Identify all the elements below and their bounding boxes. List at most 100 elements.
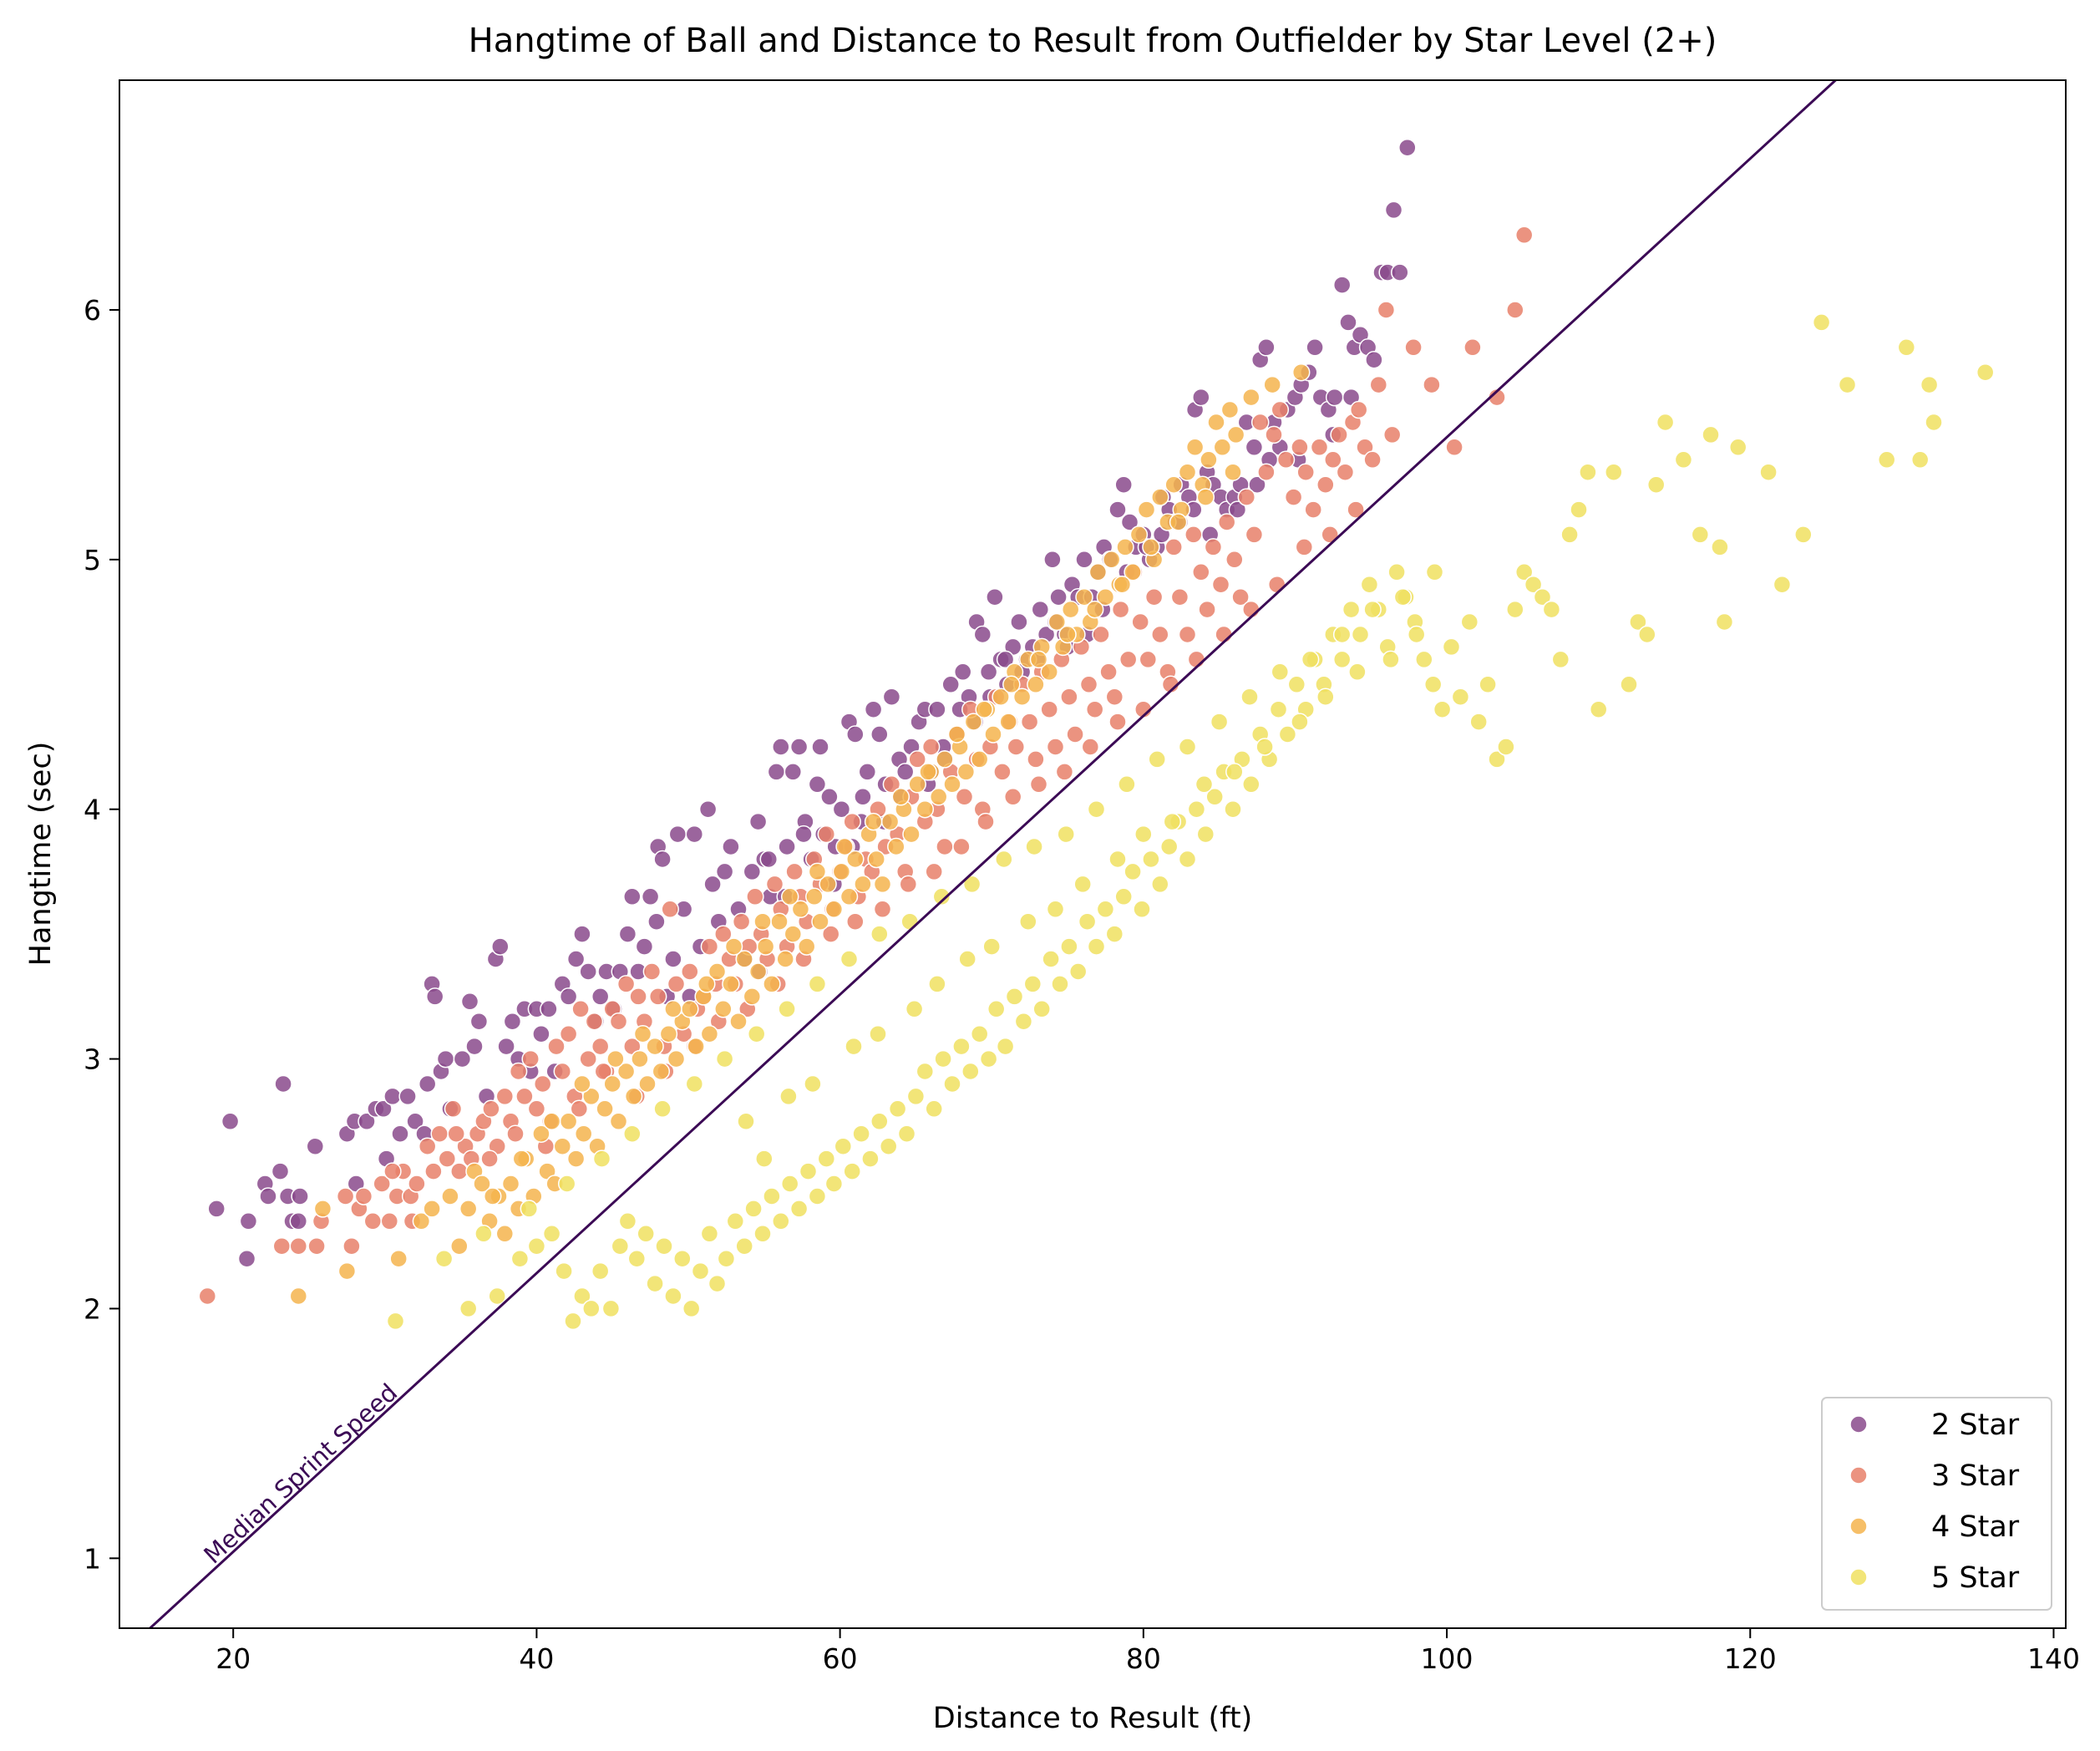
data-point [1877,450,1896,469]
data-point [1088,563,1108,581]
data-point [1332,625,1352,644]
data-point [791,900,810,919]
data-point [717,1249,736,1268]
x-axis-label: Distance to Result (ft) [933,1702,1252,1735]
data-point [573,1074,591,1094]
data-point [1304,500,1322,519]
data-point [1058,625,1077,644]
data-point [1646,475,1666,494]
data-point [1164,475,1183,494]
data-point [1096,900,1115,919]
data-point [869,1024,887,1043]
data-point [424,1162,443,1180]
data-point [386,1312,405,1331]
data-point [418,1074,437,1094]
data-point [594,1062,613,1081]
data-point [1514,226,1534,245]
data-point [961,1062,980,1081]
data-point [1269,700,1288,718]
data-point [664,950,682,968]
y-tick-label: 5 [84,544,101,576]
data-point [1276,450,1296,469]
data-point [289,1236,308,1256]
data-point [1134,825,1153,844]
data-point [1040,700,1058,718]
data-point [391,1124,409,1143]
data-point [1043,551,1062,569]
data-point [1479,675,1497,694]
data-point [474,1225,493,1243]
data-point [1211,575,1230,594]
data-point [642,962,662,981]
data-point [661,900,679,919]
data-point [1185,438,1205,457]
data-point [582,1087,601,1106]
data-point [1163,812,1182,831]
data-point [1332,650,1352,669]
data-point [1184,525,1203,544]
data-point [1415,650,1433,669]
data-point [1213,438,1232,457]
data-point [579,962,597,981]
data-point [1114,887,1133,906]
data-point [272,1236,292,1256]
data-point [794,825,813,844]
data-point [882,688,901,706]
data-point [1137,500,1156,519]
data-point [756,937,775,956]
data-point [1433,700,1452,718]
legend-label: 5 Star [1931,1561,2020,1595]
data-point [854,875,872,894]
data-point [1019,912,1037,931]
data-point [653,1099,672,1119]
data-point [746,887,764,906]
data-point [1460,612,1479,632]
data-point [1169,513,1188,531]
data-point [616,975,636,993]
data-point [434,1249,454,1268]
data-point [1108,850,1127,869]
data-point [423,1200,441,1218]
data-point [763,975,781,993]
data-point [1257,338,1276,357]
data-point [902,825,921,844]
data-point [306,1137,325,1155]
data-point [441,1187,459,1205]
data-point [553,1062,572,1081]
data-point [925,862,943,881]
plot-frame [119,79,2067,1629]
data-point [1029,650,1048,669]
data-point [947,725,966,744]
data-point [970,1024,989,1043]
data-point [936,837,954,856]
data-point [1382,650,1400,669]
legend-marker [1849,1415,1868,1434]
data-point [700,1024,719,1043]
data-point [624,1087,643,1106]
data-point [542,1225,561,1243]
data-point [1032,1000,1051,1018]
data-point [1702,425,1720,444]
data-point [1404,338,1423,357]
data-point [943,1074,961,1094]
data-point [447,1124,465,1143]
data-point [743,987,762,1006]
data-point [887,837,905,856]
data-point [789,738,809,756]
data-point [553,1137,572,1155]
data-point [1102,551,1121,569]
data-point [570,1099,589,1119]
data-point [682,1299,701,1318]
data-point [1170,587,1189,607]
data-point [555,1261,573,1281]
data-point [916,799,935,819]
data-point [916,1062,935,1081]
data-point [1025,837,1043,856]
data-point [618,925,637,943]
data-point [808,1187,827,1205]
data-point [1407,625,1426,644]
data-point [237,1249,256,1268]
data-point [1257,463,1276,481]
data-point [1377,301,1396,319]
y-tick-label: 6 [84,294,101,327]
